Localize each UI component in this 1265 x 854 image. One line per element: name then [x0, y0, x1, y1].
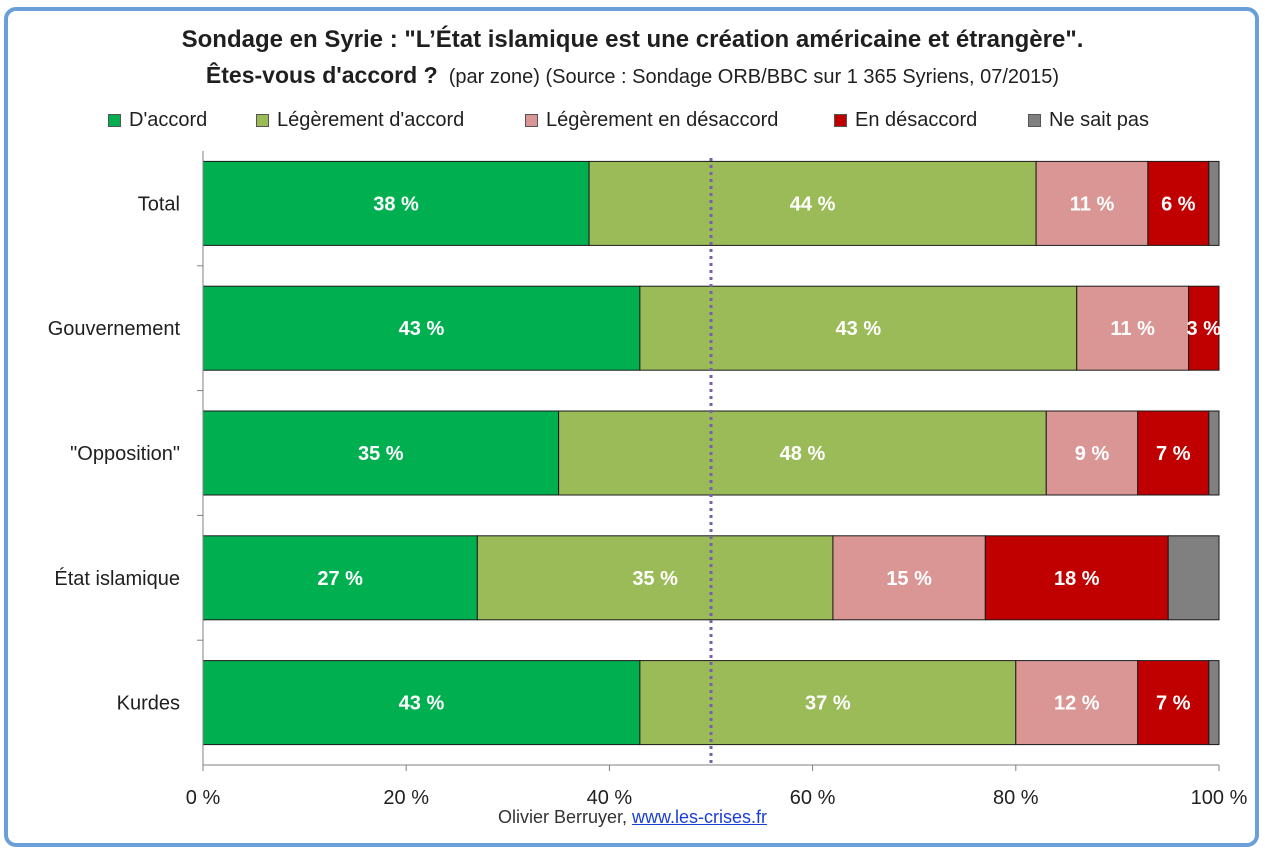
data-label: 6 %	[1161, 193, 1196, 215]
bar-segment	[202, 660, 641, 746]
footer: Olivier Berruyer, www.les-crises.fr	[0, 807, 1265, 828]
bar-segment	[1208, 660, 1220, 746]
data-label: 11 %	[1110, 318, 1155, 340]
data-label: 35 %	[632, 568, 678, 590]
legend-item: Légèrement en désaccord	[525, 108, 778, 132]
legend-item: En désaccord	[834, 108, 977, 132]
data-label: 48 %	[780, 443, 826, 465]
category-label: Kurdes	[117, 693, 180, 715]
bar-segment	[1015, 660, 1139, 746]
legend-swatch	[108, 113, 121, 127]
data-label: 27 %	[317, 568, 363, 590]
chart-source: (par zone) (Source : Sondage ORB/BBC sur…	[448, 66, 1060, 88]
bar-segment	[1137, 410, 1210, 496]
bar-segment	[1208, 410, 1220, 496]
bar-segment	[639, 660, 1017, 746]
legend-swatch	[256, 113, 269, 127]
legend-label: D'accord	[129, 108, 208, 131]
x-tick-label: 20 %	[383, 787, 429, 809]
bar-segment	[588, 160, 1037, 246]
legend-swatch	[525, 113, 538, 127]
bar-segment	[1045, 410, 1139, 496]
bar-segment	[1035, 160, 1149, 246]
data-label: 3 %	[1187, 318, 1222, 340]
chart-question: Êtes-vous d'accord ?	[205, 62, 438, 88]
bar-segment	[202, 535, 478, 621]
bar-segment	[984, 535, 1169, 621]
bar-segment	[558, 410, 1047, 496]
footer-author: Olivier Berruyer,	[497, 807, 627, 827]
legend-swatch	[834, 113, 847, 127]
x-tick-label: 60 %	[790, 787, 836, 809]
data-label: 7 %	[1156, 443, 1191, 465]
data-label: 12 %	[1054, 693, 1100, 715]
bar-segment	[202, 410, 560, 496]
bar-segment	[1167, 535, 1220, 621]
data-label: 11 %	[1070, 193, 1115, 215]
data-label: 43 %	[399, 318, 445, 340]
data-label: 7 %	[1156, 693, 1191, 715]
category-label: Gouvernement	[48, 318, 181, 340]
chart-title: Sondage en Syrie : "L’État islamique est…	[181, 26, 1084, 53]
x-tick-label: 40 %	[587, 787, 633, 809]
legend-label: Légèrement en désaccord	[546, 108, 779, 131]
bar-segment	[832, 535, 986, 621]
data-label: 37 %	[805, 693, 851, 715]
data-label: 43 %	[836, 318, 882, 340]
data-label: 15 %	[886, 568, 932, 590]
x-tick-label: 0 %	[186, 787, 221, 809]
bar-segment	[639, 285, 1078, 371]
x-tick-label: 80 %	[993, 787, 1039, 809]
chart-subtitle: Êtes-vous d'accord ? (par zone) (Source …	[0, 62, 1265, 89]
x-tick-label: 100 %	[1191, 787, 1248, 809]
category-label: "Opposition"	[70, 443, 180, 465]
bar-segment	[202, 160, 590, 246]
legend-label: Ne sait pas	[1049, 108, 1150, 131]
bar-segment	[1076, 285, 1190, 371]
data-label: 38 %	[373, 193, 419, 215]
category-label: Total	[138, 193, 180, 215]
bar-segment	[476, 535, 834, 621]
bar-segment	[1208, 160, 1220, 246]
bar-segment	[1188, 285, 1220, 371]
footer-link[interactable]: www.les-crises.fr	[632, 807, 768, 827]
legend-label: Légèrement d'accord	[277, 108, 465, 131]
data-label: 9 %	[1075, 443, 1110, 465]
data-label: 43 %	[399, 693, 445, 715]
legend-label: En désaccord	[855, 108, 978, 131]
data-label: 44 %	[790, 193, 836, 215]
legend-item: D'accord	[108, 108, 207, 132]
bar-segment	[202, 285, 641, 371]
data-label: 35 %	[358, 443, 404, 465]
legend-swatch	[1028, 113, 1041, 127]
legend-item: Ne sait pas	[1028, 108, 1149, 132]
data-label: 18 %	[1054, 568, 1100, 590]
category-label: État islamique	[54, 567, 180, 590]
legend-item: Légèrement d'accord	[256, 108, 464, 132]
bar-segment	[1137, 660, 1210, 746]
